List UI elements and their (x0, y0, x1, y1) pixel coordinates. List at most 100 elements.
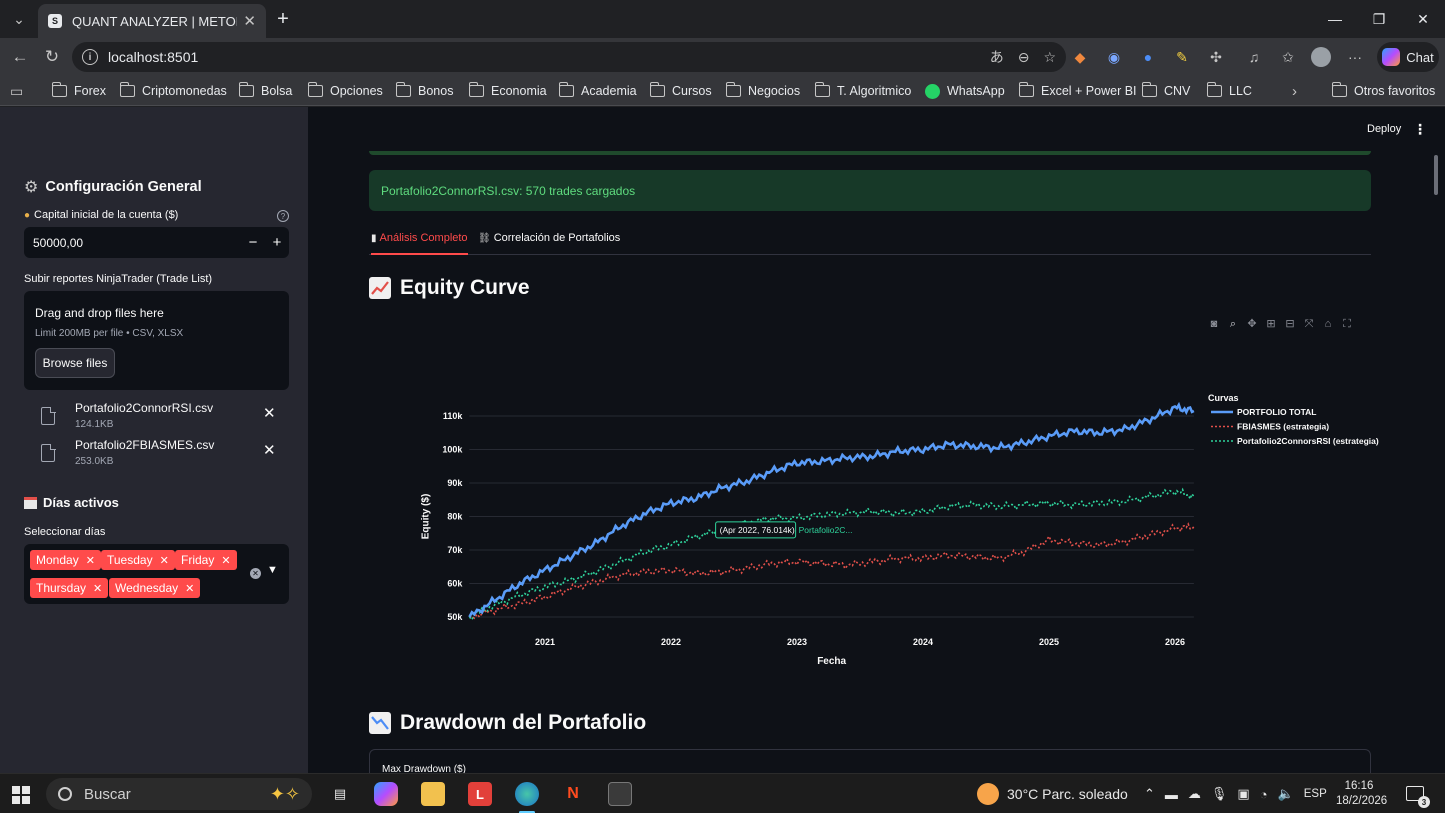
chip-remove-icon[interactable]: ✕ (185, 582, 195, 595)
extensions-puzzle-icon[interactable]: ✣ (1210, 49, 1222, 65)
language-indicator[interactable]: ESP (1303, 788, 1327, 800)
highlighter-extension-icon[interactable]: ✎ (1176, 49, 1188, 65)
bookmark-item[interactable]: Bolsa (238, 82, 292, 100)
url-text[interactable]: localhost:8501 (108, 49, 199, 65)
windows-start-icon[interactable] (12, 786, 30, 804)
zoom-out-plot-icon[interactable]: ⊟ (1285, 318, 1295, 330)
series-line-1[interactable] (469, 522, 1195, 620)
tab-analisis-completo[interactable]: ▮ Análisis Completo (371, 232, 468, 255)
legend-item[interactable]: PORTFOLIO TOTAL (1237, 407, 1316, 417)
browse-files-button[interactable]: Browse files (35, 348, 115, 378)
playlist-icon[interactable]: ♫ (1248, 49, 1260, 65)
deploy-button[interactable]: Deploy (1367, 123, 1402, 135)
copilot-chat-button[interactable]: Chat (1377, 42, 1439, 72)
onedrive-icon[interactable]: ☁ (1187, 786, 1201, 801)
taskbar-search[interactable]: Buscar ✦✧ (46, 778, 312, 810)
minimize-icon[interactable]: — (1328, 11, 1342, 27)
day-chip[interactable]: Friday ✕ (175, 550, 237, 570)
microphone-icon[interactable]: 🎙 (1210, 786, 1228, 801)
remove-file-icon[interactable]: ✕ (263, 442, 276, 459)
chip-remove-icon[interactable]: ✕ (221, 554, 231, 567)
series-line-2[interactable] (468, 487, 1195, 621)
scrollbar-thumb[interactable] (1434, 155, 1438, 195)
bookmark-item[interactable]: CNV (1141, 82, 1190, 100)
back-arrow-icon[interactable]: ← (11, 47, 29, 66)
tab-correlacion[interactable]: ⛓ Correlación de Portafolios (478, 232, 621, 244)
wifi-icon[interactable]: ◔ (1259, 786, 1268, 802)
window-close-icon[interactable]: ✕ (1417, 10, 1429, 27)
tray-display-icon[interactable]: ▣ (1237, 786, 1250, 801)
tray-app-icon[interactable]: ▬ (1164, 786, 1178, 802)
app-l-icon[interactable]: L (468, 782, 492, 806)
legend-item[interactable]: FBIASMES (estrategia) (1237, 422, 1329, 432)
other-bookmarks[interactable]: Otros favoritos (1331, 82, 1435, 100)
bookmark-item[interactable]: Excel + Power BI (1018, 82, 1137, 100)
increment-button[interactable]: + (272, 234, 282, 251)
bookmark-item[interactable]: Negocios (725, 82, 800, 100)
capital-value[interactable]: 50000,00 (33, 235, 84, 250)
metamask-extension-icon[interactable]: ◆ (1074, 49, 1086, 65)
decrement-button[interactable]: − (248, 234, 258, 251)
sidebar-toggle-icon[interactable]: ▭ (10, 82, 24, 99)
help-icon[interactable]: ? (277, 210, 289, 222)
bookmark-item[interactable]: Academia (558, 82, 637, 100)
site-info-icon[interactable]: i (82, 49, 98, 65)
day-chip[interactable]: Wednesday ✕ (109, 578, 201, 598)
copilot-app-icon[interactable] (374, 782, 398, 806)
tab-close-icon[interactable]: ✕ (243, 13, 256, 30)
more-menu-icon[interactable]: ··· (1348, 49, 1362, 65)
restore-icon[interactable]: ❐ (1372, 10, 1386, 27)
equity-curve-chart[interactable]: 50k 60k 70k 80k 90k 100k 110k 2021 2022 2023 2024… (308, 377, 1445, 677)
bookmark-item[interactable]: Economia (468, 82, 547, 100)
chip-remove-icon[interactable]: ✕ (159, 554, 169, 567)
show-hidden-icons-icon[interactable]: ⌃ (1144, 786, 1155, 801)
terminal-icon[interactable] (608, 782, 632, 806)
extension-icon[interactable]: ◉ (1107, 49, 1121, 65)
chip-remove-icon[interactable]: ✕ (93, 582, 103, 595)
capital-input[interactable]: 50000,00 − + (24, 227, 289, 258)
reset-axes-icon[interactable]: ⌂ (1324, 318, 1332, 330)
favorite-star-icon[interactable]: ☆ (1043, 48, 1056, 65)
weather-widget[interactable]: 30°C Parc. soleado (977, 774, 1128, 813)
zoom-in-icon[interactable]: ⊞ (1266, 318, 1276, 330)
task-view-icon[interactable]: ▤ (333, 786, 347, 801)
ninjatrader-icon[interactable]: N (567, 785, 579, 802)
extension-blue-icon[interactable]: ● (1143, 49, 1153, 65)
notifications-icon[interactable] (1406, 786, 1424, 801)
remove-file-icon[interactable]: ✕ (263, 405, 276, 422)
clear-all-icon[interactable]: ✕ (250, 568, 261, 579)
day-chip[interactable]: Tuesday ✕ (101, 550, 175, 570)
pan-icon[interactable]: ✥ (1247, 318, 1257, 330)
camera-icon[interactable]: ◙ (1210, 318, 1218, 330)
volume-icon[interactable]: 🔈 (1277, 786, 1294, 801)
profile-avatar-icon[interactable] (1311, 47, 1331, 67)
chevron-down-icon[interactable]: ▼ (267, 564, 278, 576)
bookmark-item[interactable]: WhatsApp (925, 82, 1005, 100)
reload-icon[interactable]: ↻ (44, 47, 60, 66)
bookmark-item[interactable]: Forex (51, 82, 106, 100)
file-explorer-icon[interactable] (421, 782, 445, 806)
new-tab-icon[interactable]: + (277, 8, 289, 30)
fullscreen-icon[interactable]: ⛶ (1343, 318, 1351, 330)
legend-item[interactable]: Portafolio2ConnorsRSI (estrategia) (1237, 436, 1379, 446)
favorites-icon[interactable]: ✩ (1282, 49, 1294, 65)
bookmark-item[interactable]: LLC (1206, 82, 1252, 100)
translate-icon[interactable]: あ (989, 49, 1004, 65)
browser-tab-active[interactable]: S QUANT ANALYZER | METODO F ✕ (38, 4, 266, 38)
address-bar[interactable]: i localhost:8501 あ ⊖ ☆ (72, 42, 1066, 72)
bookmark-item[interactable]: Bonos (395, 82, 453, 100)
zoom-icon[interactable]: ⌕ (1229, 318, 1237, 330)
taskbar-clock[interactable]: 16:16 18/2/2026 (1336, 780, 1388, 807)
file-dropzone[interactable]: Drag and drop files here Limit 200MB per… (24, 291, 289, 390)
edge-browser-icon[interactable] (515, 782, 539, 806)
day-chip[interactable]: Monday ✕ (30, 550, 101, 570)
chevron-right-icon[interactable]: › (1292, 82, 1297, 100)
bookmark-item[interactable]: T. Algoritmico (814, 82, 911, 100)
main-menu-icon[interactable]: ⋮ (1413, 121, 1427, 137)
bookmark-item[interactable]: Cursos (649, 82, 712, 100)
chip-remove-icon[interactable]: ✕ (85, 554, 95, 567)
bookmark-item[interactable]: Criptomonedas (119, 82, 227, 100)
day-chip[interactable]: Thursday ✕ (30, 578, 109, 598)
tab-search-icon[interactable]: ⌄ (13, 10, 25, 27)
bookmark-item[interactable]: Opciones (307, 82, 383, 100)
